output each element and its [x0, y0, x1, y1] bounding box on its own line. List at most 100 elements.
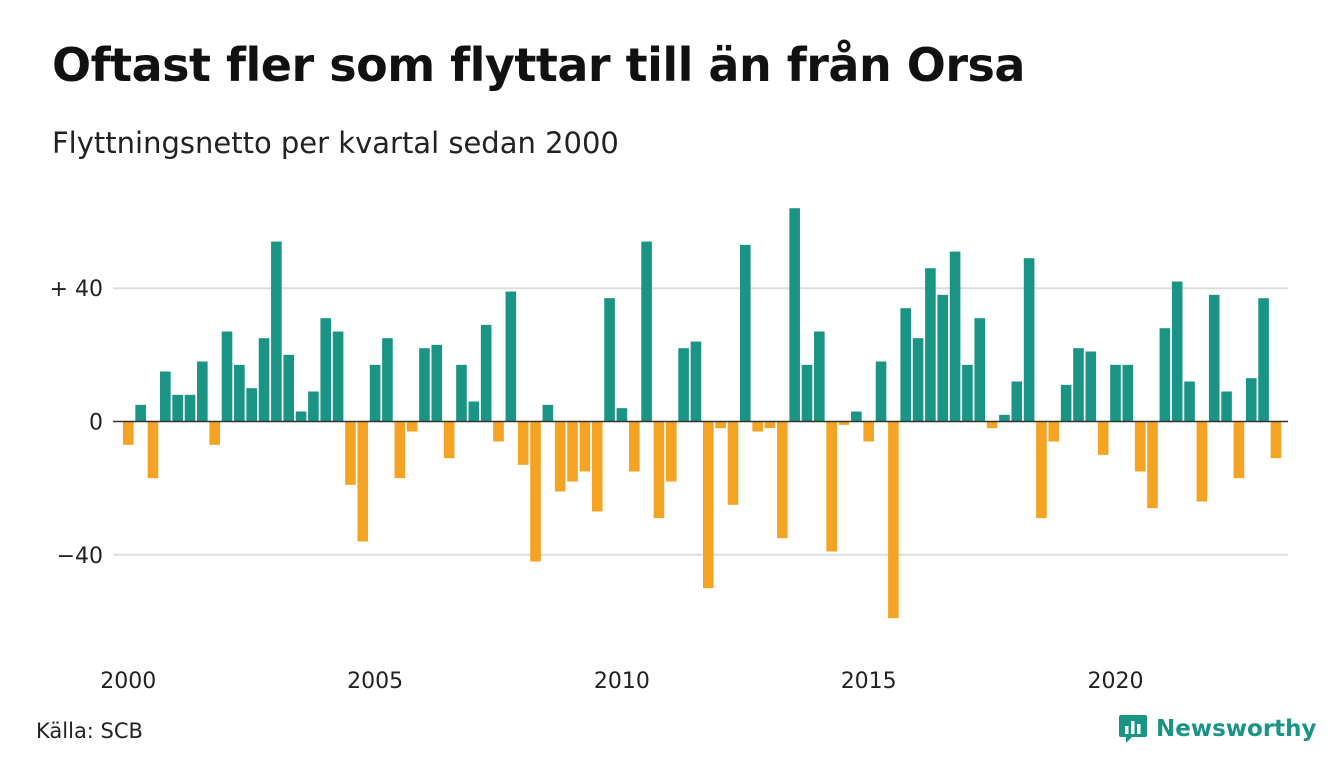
- bar: [369, 364, 381, 422]
- bar: [554, 421, 566, 492]
- y-tick-label: −40: [57, 544, 103, 569]
- bar: [838, 421, 850, 425]
- bar: [678, 348, 689, 422]
- bar: [986, 421, 998, 429]
- x-axis-labels: 2000 2005 2010 2015 2020: [100, 669, 1143, 694]
- bar: [1221, 391, 1232, 422]
- bar: [357, 421, 369, 542]
- bar: [567, 421, 578, 482]
- bar: [221, 331, 233, 422]
- bar: [937, 294, 949, 422]
- bar: [1073, 348, 1084, 422]
- bar: [160, 371, 171, 422]
- bar: [394, 421, 406, 479]
- bar: [1233, 421, 1245, 479]
- bar: [382, 338, 393, 422]
- bar: [505, 291, 517, 422]
- bar: [530, 421, 541, 562]
- bar: [912, 338, 924, 422]
- y-tick-label: 0: [89, 411, 103, 436]
- bar: [579, 421, 591, 472]
- bar: [900, 308, 912, 422]
- bar: [172, 394, 183, 422]
- bar: [653, 421, 665, 519]
- y-tick-label: + 40: [50, 277, 103, 302]
- bar: [406, 421, 418, 432]
- bar: [1196, 421, 1208, 502]
- bar: [1036, 421, 1047, 519]
- bar: [1245, 378, 1257, 422]
- bar: [1270, 421, 1282, 459]
- bar: [962, 364, 973, 422]
- bar: [295, 411, 307, 422]
- bar: [1122, 364, 1134, 422]
- gridlines: [113, 287, 1288, 556]
- y-axis-labels: + 40 0 −40: [50, 277, 103, 569]
- bar: [814, 331, 825, 422]
- bar: [604, 298, 615, 422]
- bar: [789, 208, 800, 422]
- bar: [888, 421, 899, 619]
- bar: [949, 251, 961, 422]
- bar: [209, 421, 220, 445]
- bar: [1258, 298, 1269, 422]
- bars: [123, 208, 1282, 619]
- bar: [1110, 364, 1121, 422]
- bar: [875, 361, 887, 422]
- x-tick-label: 2005: [347, 669, 403, 694]
- x-tick-label: 2000: [100, 669, 156, 694]
- bar: [332, 331, 344, 422]
- bar: [1011, 381, 1023, 422]
- bar: [974, 318, 986, 422]
- bar: [863, 421, 874, 442]
- bar: [727, 421, 739, 505]
- bar: [480, 324, 492, 422]
- bar: [616, 408, 628, 422]
- bar: [419, 348, 430, 422]
- bar: [1147, 421, 1158, 509]
- bar: [1171, 281, 1183, 422]
- bar: [826, 421, 837, 552]
- chart-title: Oftast fler som flyttar till än från Ors…: [52, 38, 1025, 92]
- x-tick-label: 2010: [594, 669, 650, 694]
- bar: [320, 318, 332, 422]
- x-tick-label: 2015: [841, 669, 897, 694]
- bar: [1184, 381, 1195, 422]
- bar: [665, 421, 677, 482]
- bar: [777, 421, 788, 539]
- bar: [641, 241, 652, 422]
- bar: [715, 421, 726, 429]
- bar: [468, 401, 480, 422]
- bar: [542, 404, 554, 422]
- bar: [147, 421, 159, 479]
- bar: [123, 421, 134, 445]
- bar: [999, 414, 1010, 422]
- bar: [456, 364, 467, 422]
- brand-name: Newsworthy: [1156, 716, 1317, 742]
- bar: [184, 394, 196, 422]
- chart-subtitle: Flyttningsnetto per kvartal sedan 2000: [52, 126, 619, 160]
- bar: [764, 421, 776, 429]
- bar: [702, 421, 714, 589]
- bar: [345, 421, 356, 485]
- bar: [258, 338, 270, 422]
- bar: [135, 404, 146, 422]
- bar: [1023, 258, 1035, 422]
- bar: [1208, 294, 1220, 422]
- bar: [443, 421, 455, 459]
- bar: [246, 388, 257, 422]
- bar: [801, 364, 813, 422]
- bar: [591, 421, 603, 512]
- x-tick-label: 2020: [1088, 669, 1144, 694]
- bar: [740, 244, 751, 422]
- bar: [628, 421, 640, 472]
- bar: [493, 421, 504, 442]
- bar: [517, 421, 529, 465]
- bar: [234, 364, 245, 422]
- bar: [197, 361, 208, 422]
- bar: [1060, 384, 1072, 422]
- bar: [1134, 421, 1146, 472]
- bar: [752, 421, 763, 432]
- source-note: Källa: SCB: [36, 719, 143, 743]
